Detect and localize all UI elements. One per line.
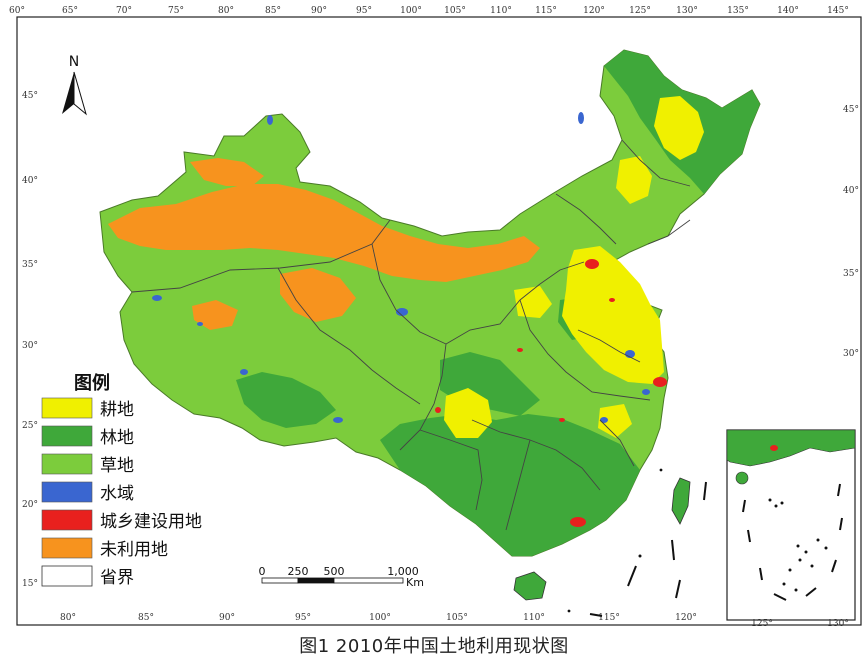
lat-label: 45° [843, 105, 859, 115]
cropland-layer [444, 96, 704, 438]
province-borders [131, 139, 691, 531]
legend-swatch-forest [41, 425, 93, 447]
lon-label: 135° [727, 6, 749, 16]
land-use-map: 60° 65° 70° 75° 80° 85° 90° 95° 100° 105… [9, 6, 862, 629]
lon-label: 115° [535, 6, 557, 16]
right-latitude-labels: 45° 40° 35° 30° [843, 105, 859, 359]
lat-label: 30° [843, 349, 859, 359]
legend: 图例 耕地 林地 草地 水域 城乡建设用地 未利用地 省界 [41, 372, 202, 588]
legend-label-urban: 城乡建设用地 [100, 512, 202, 532]
legend-swatch-grassland [41, 453, 93, 475]
lon-label: 60° [9, 6, 25, 16]
north-arrow: N [62, 54, 87, 116]
lon-label: 90° [311, 6, 327, 16]
lon-label: 95° [356, 6, 372, 16]
lon-label: 120° [675, 613, 697, 623]
scale-segment-2 [297, 577, 335, 584]
scale-segment-3 [333, 577, 404, 584]
lon-label: 80° [218, 6, 234, 16]
inset-hainan [735, 471, 749, 485]
inset-lon-label: 130° [827, 619, 849, 629]
lat-label: 35° [22, 260, 38, 270]
scattered-islands [567, 468, 663, 613]
lat-label: 40° [22, 176, 38, 186]
taiwan-island [671, 477, 691, 525]
urban-layer [435, 259, 667, 527]
legend-label-forest: 林地 [100, 428, 134, 448]
lon-label: 100° [369, 613, 391, 623]
legend-swatch-urban [41, 509, 93, 531]
lat-label: 40° [843, 186, 859, 196]
lat-label: 15° [22, 579, 38, 589]
legend-label-unused: 未利用地 [100, 540, 168, 560]
top-longitude-labels: 60° 65° 70° 75° 80° 85° 90° 95° 100° 105… [9, 6, 849, 16]
legend-swatch-province-border [41, 565, 93, 587]
lon-label: 75° [168, 6, 184, 16]
lon-label: 120° [583, 6, 605, 16]
legend-title: 图例 [74, 372, 110, 394]
lon-label: 65° [62, 6, 78, 16]
lat-label: 35° [843, 269, 859, 279]
lat-label: 45° [22, 91, 38, 101]
lon-label: 110° [523, 613, 545, 623]
lon-label: 85° [265, 6, 281, 16]
legend-label-cropland: 耕地 [100, 400, 134, 420]
hainan-island [513, 571, 547, 601]
inset-coastline [726, 429, 856, 467]
scale-unit: Km [406, 576, 424, 589]
north-arrow-dark-half [62, 72, 74, 114]
legend-swatch-water [41, 481, 93, 503]
lon-label: 105° [444, 6, 466, 16]
legend-label-water: 水域 [100, 484, 134, 504]
left-latitude-labels: 45° 40° 35° 30° 25° 20° 15° [22, 91, 38, 589]
lon-label: 110° [490, 6, 512, 16]
lon-label: 90° [219, 613, 235, 623]
lat-label: 20° [22, 500, 38, 510]
north-arrow-light-half [73, 71, 87, 116]
legend-swatch-unused [41, 537, 93, 559]
scale-tick-0: 0 [259, 565, 266, 578]
lon-label: 95° [295, 613, 311, 623]
bottom-longitude-labels: 80° 85° 90° 95° 100° 105° 110° 115° 120° [60, 613, 697, 623]
lon-label: 100° [400, 6, 422, 16]
south-china-sea-inset: 125° 130° [726, 429, 856, 629]
inset-urban [770, 445, 778, 451]
maritime-boundary [589, 481, 707, 617]
lat-label: 25° [22, 421, 38, 431]
lon-label: 105° [446, 613, 468, 623]
legend-label-grassland: 草地 [100, 456, 134, 476]
lon-label: 145° [827, 6, 849, 16]
inset-boundary [742, 483, 843, 601]
lon-label: 85° [138, 613, 154, 623]
lon-label: 115° [598, 613, 620, 623]
legend-swatch-cropland [41, 397, 93, 419]
lat-label: 30° [22, 341, 38, 351]
north-arrow-label: N [69, 54, 79, 70]
inset-lon-label: 125° [751, 619, 773, 629]
legend-label-province-border: 省界 [100, 568, 134, 588]
scale-segment-1 [261, 577, 299, 584]
scale-bar: 0 250 500 1,000 Km [259, 565, 424, 589]
lon-label: 125° [629, 6, 651, 16]
scale-tick-1000: 1,000 [387, 565, 419, 578]
unused-land-layer [108, 158, 540, 330]
lon-label: 130° [676, 6, 698, 16]
figure-caption: 图1 2010年中国土地利用现状图 [299, 636, 569, 657]
scale-tick-250: 250 [288, 565, 309, 578]
lon-label: 70° [116, 6, 132, 16]
lon-label: 140° [777, 6, 799, 16]
inset-islands [768, 498, 828, 592]
scale-tick-500: 500 [324, 565, 345, 578]
lon-label: 80° [60, 613, 76, 623]
water-layer [152, 112, 650, 423]
